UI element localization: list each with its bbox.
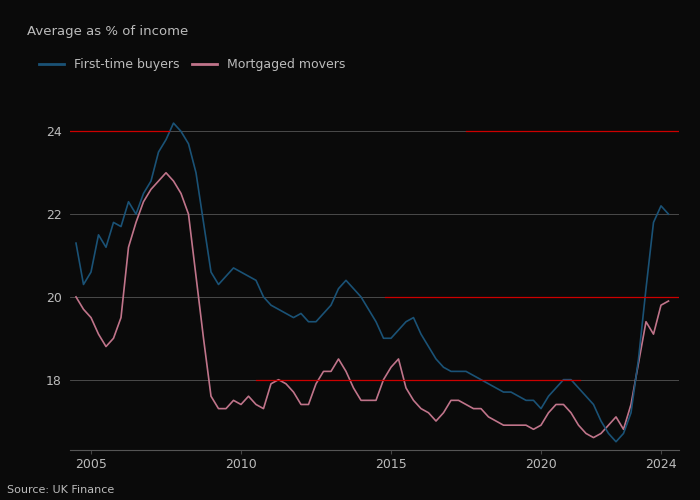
Legend: First-time buyers, Mortgaged movers: First-time buyers, Mortgaged movers [34,53,350,76]
Text: Source: UK Finance: Source: UK Finance [7,485,114,495]
Text: Average as % of income: Average as % of income [27,25,188,38]
